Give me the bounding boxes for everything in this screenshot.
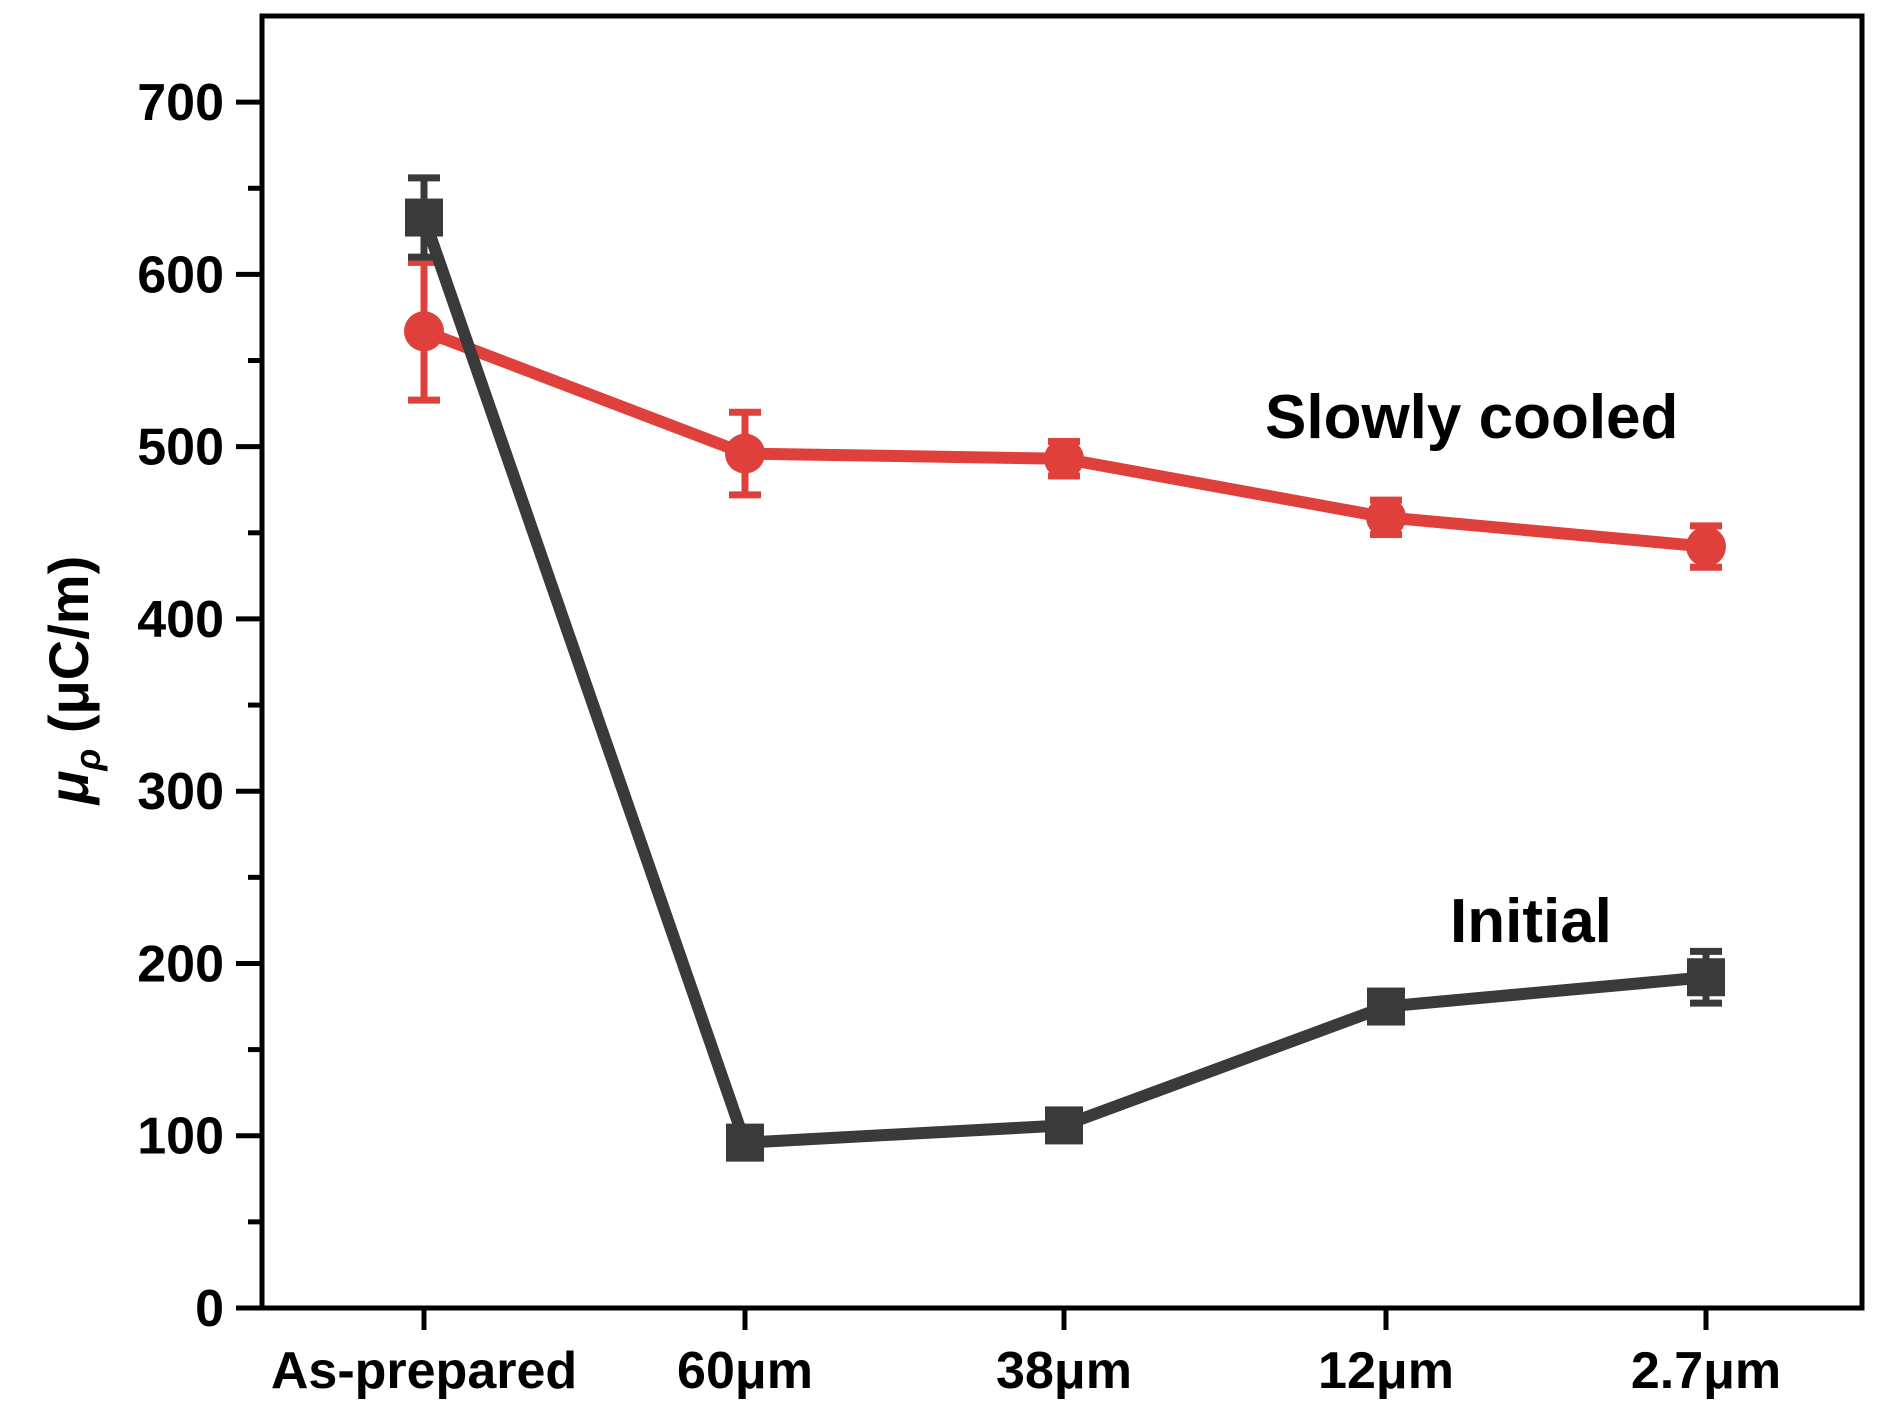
- x-tick-label: 38μm: [996, 1342, 1132, 1400]
- x-tick-label: 2.7μm: [1631, 1342, 1781, 1400]
- y-tick-label: 200: [137, 935, 224, 993]
- data-point: [1366, 497, 1406, 538]
- data-point: [404, 311, 444, 352]
- x-tick-label: 60μm: [677, 1342, 813, 1400]
- y-axis-label-symbol: μ: [37, 770, 100, 806]
- plot-area: [404, 174, 1726, 1162]
- y-axis-label-subscript: ρ: [67, 749, 108, 772]
- axes: 0 100 200 300 400 500 600 700 As-prepared 60μm 38μ…: [137, 13, 1865, 1400]
- annotation-initial: Initial: [1450, 887, 1612, 956]
- y-tick-label: 500: [137, 419, 224, 477]
- series-slowly-cooled: [404, 258, 1726, 571]
- x-tick-label: As-prepared: [271, 1342, 577, 1400]
- annotation-slowly-cooled: Slowly cooled: [1265, 383, 1678, 452]
- series-line: [418, 215, 1707, 1149]
- y-tick-label: 100: [137, 1108, 224, 1166]
- data-point: [1044, 438, 1084, 479]
- data-point: [1686, 526, 1726, 567]
- y-tick-label: 0: [195, 1280, 224, 1338]
- y-tick-label: 300: [137, 763, 224, 821]
- series-initial: [405, 174, 1725, 1162]
- data-point: [1045, 1106, 1083, 1145]
- y-tick-label: 400: [137, 591, 224, 649]
- y-axis-label-unit: (μC/m): [37, 556, 100, 749]
- y-tick-label: 600: [137, 246, 224, 304]
- data-point: [725, 433, 765, 474]
- y-tick-label: 700: [137, 74, 224, 132]
- data-point: [405, 198, 443, 237]
- data-point: [726, 1123, 764, 1162]
- data-point: [1367, 987, 1405, 1026]
- x-tick-label: 12μm: [1318, 1342, 1454, 1400]
- data-point: [1687, 958, 1725, 997]
- y-axis-label: μρ (μC/m): [37, 556, 108, 807]
